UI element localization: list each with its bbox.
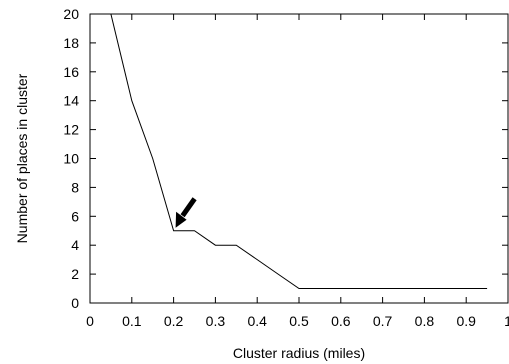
y-tick-label: 2 [71, 266, 79, 282]
x-tick-label: 0.8 [415, 313, 435, 329]
x-tick-label: 0.2 [164, 313, 184, 329]
x-tick-label: 0.3 [206, 313, 226, 329]
y-tick-label: 12 [63, 122, 79, 138]
y-tick-label: 8 [71, 179, 79, 195]
arrow-shaft [180, 197, 197, 218]
y-tick-label: 6 [71, 208, 79, 224]
y-tick-label: 18 [63, 35, 79, 51]
y-tick-label: 16 [63, 64, 79, 80]
ticks [89, 13, 509, 304]
x-tick-label: 0.9 [456, 313, 476, 329]
x-tick-label: 0.4 [247, 313, 267, 329]
x-axis-label: Cluster radius (miles) [233, 345, 365, 361]
y-tick-label: 10 [63, 151, 79, 167]
series [110, 13, 488, 290]
y-tick-label: 14 [63, 93, 79, 109]
arrow-head [175, 211, 187, 228]
tick-labels: 0 0.1 0.2 0.3 0.4 0.5 0.6 0.7 0.8 0.9 102468101214… [63, 6, 509, 329]
arrow-annotation [175, 197, 197, 228]
y-tick-label: 20 [63, 6, 79, 22]
series-line [110, 13, 488, 290]
x-tick-label: 1 [504, 313, 509, 329]
x-tick-label: 0.5 [289, 313, 309, 329]
y-axis-label: Number of places in cluster [14, 73, 30, 243]
annotations [175, 197, 197, 228]
y-tick-label: 0 [71, 295, 79, 311]
y-tick-label: 4 [71, 237, 79, 253]
x-tick-label: 0.1 [122, 313, 142, 329]
x-tick-label: 0 [86, 313, 94, 329]
x-tick-label: 0.6 [331, 313, 351, 329]
x-tick-label: 0.7 [373, 313, 393, 329]
